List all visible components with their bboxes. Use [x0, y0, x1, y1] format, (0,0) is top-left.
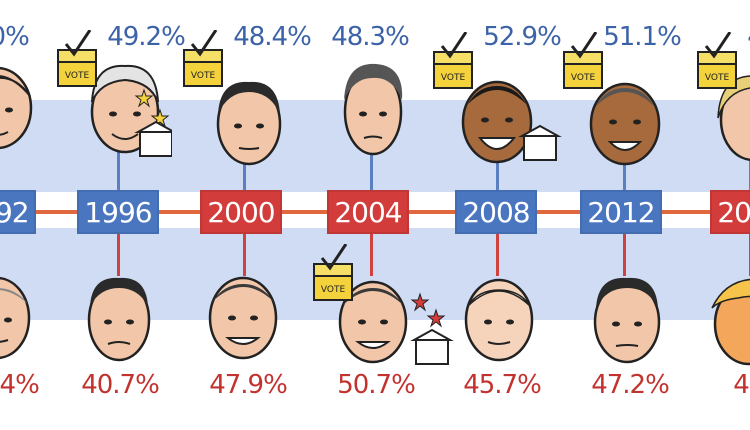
svg-text:VOTE: VOTE: [65, 71, 90, 81]
rep-pct-2008: 45.7%: [463, 370, 542, 400]
rep-pct-2016: 46.1%: [733, 370, 750, 400]
dem-pct-2004: 48.3%: [331, 22, 410, 52]
candidate-portrait-rep-1992: [0, 270, 38, 366]
white-house-icon: [410, 328, 454, 365]
candidate-portrait-rep-2000: [202, 268, 284, 364]
winner-icons-dem-2008: VOTE: [428, 31, 578, 176]
ballot-box-icon: VOTE: [313, 243, 353, 301]
svg-text:VOTE: VOTE: [705, 73, 730, 83]
dem-pct-2000: 48.4%: [233, 22, 312, 52]
star-icons: [134, 88, 170, 128]
dem-pct-2016: 48.2%: [726, 22, 750, 52]
year-box-2000: 2000: [200, 190, 282, 234]
year-box-2008: 2008: [455, 190, 537, 234]
year-box-1996: 1996: [77, 190, 159, 234]
candidate-portrait-dem-2004: [332, 60, 414, 156]
candidate-portrait-dem-2012: [584, 72, 666, 168]
ballot-box-icon: VOTE: [563, 31, 603, 89]
dem-pct-1992: 43.0%: [0, 22, 30, 52]
rep-connector-2012: [623, 228, 626, 276]
candidate-portrait-rep-2016: [708, 272, 750, 368]
rep-pct-1996: 40.7%: [81, 370, 160, 400]
rep-connector-2000: [243, 228, 246, 276]
dem-pct-2012: 51.1%: [603, 22, 682, 52]
year-box-1992: 1992: [0, 190, 36, 234]
dem-connector-2008: [496, 150, 499, 196]
dem-connector-2004: [370, 150, 373, 196]
rep-pct-2004: 50.7%: [337, 370, 416, 400]
candidate-portrait-dem-2000: [208, 74, 290, 170]
dem-connector-2012: [623, 150, 626, 196]
ballot-box-icon: VOTE: [697, 31, 737, 89]
candidate-portrait-dem-2008: [456, 70, 538, 166]
candidate-portrait-dem-1992: [0, 58, 38, 154]
year-box-2004: 2004: [327, 190, 409, 234]
star-icons: [410, 292, 446, 328]
dem-pct-1996: 49.2%: [107, 22, 186, 52]
candidate-portrait-rep-2004: [332, 272, 414, 368]
ballot-box-icon: VOTE: [57, 29, 97, 87]
rep-connector-2008: [496, 228, 499, 276]
year-box-2016: 2016: [710, 190, 750, 234]
white-house-icon: [518, 124, 562, 161]
rep-pct-2012: 47.2%: [591, 370, 670, 400]
svg-text:VOTE: VOTE: [571, 73, 596, 83]
svg-text:VOTE: VOTE: [441, 73, 466, 83]
dem-connector-2000: [243, 150, 246, 196]
winner-icons-dem-2000: VOTE: [178, 29, 238, 94]
candidate-portrait-rep-2008: [458, 270, 540, 366]
dem-pct-2008: 52.9%: [483, 22, 562, 52]
ballot-box-icon: VOTE: [183, 29, 223, 87]
winner-icons-rep-2004: VOTE: [308, 243, 468, 378]
white-house-icon: [134, 120, 178, 157]
rep-pct-2000: 47.9%: [209, 370, 288, 400]
dem-connector-1996: [117, 150, 120, 196]
rep-connector-2004: [370, 228, 373, 276]
rep-pct-1992: 37.4%: [0, 370, 40, 400]
candidate-portrait-rep-1996: [78, 270, 160, 366]
svg-text:VOTE: VOTE: [191, 71, 216, 81]
ballot-box-icon: VOTE: [433, 31, 473, 89]
winner-icons-dem-2012: VOTE: [558, 31, 708, 176]
winner-icons-dem-2016: VOTE: [692, 31, 750, 96]
candidate-portrait-rep-2012: [586, 272, 668, 368]
rep-connector-1996: [117, 228, 120, 276]
winner-icons-dem-1996: VOTE: [52, 29, 178, 174]
year-box-2012: 2012: [580, 190, 662, 234]
svg-text:VOTE: VOTE: [321, 285, 346, 295]
